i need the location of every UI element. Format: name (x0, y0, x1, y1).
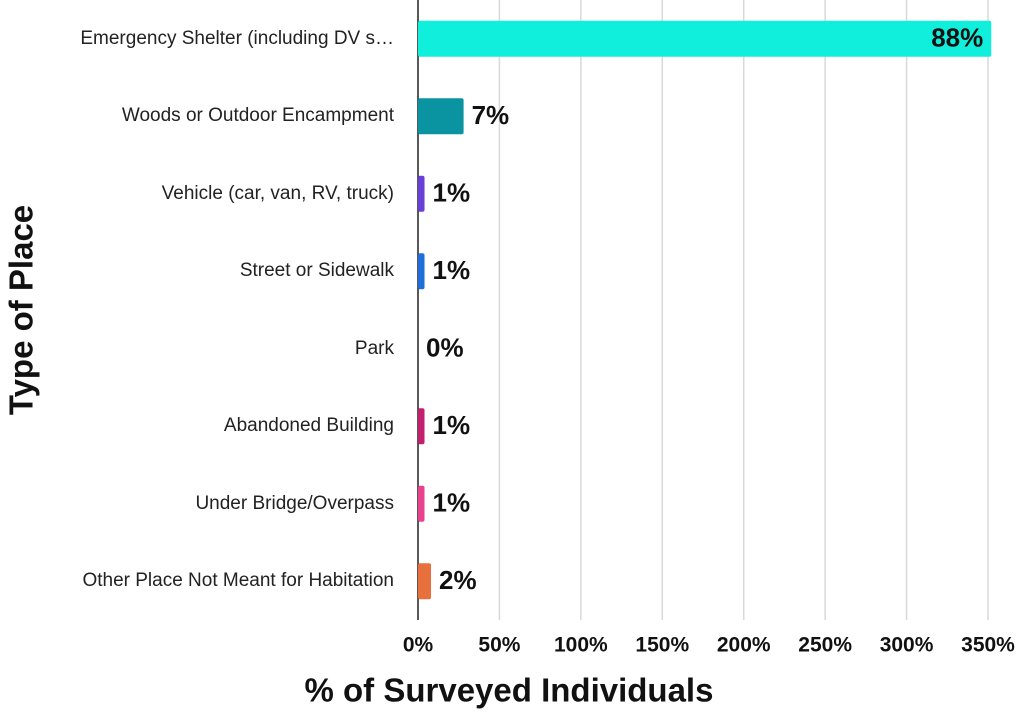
y-tick-label: Emergency Shelter (including DV s… (80, 27, 394, 49)
bar (418, 253, 425, 290)
x-tick-label: 200% (717, 634, 771, 657)
x-tick-label: 100% (554, 634, 608, 657)
y-tick-label: Abandoned Building (223, 415, 394, 437)
bar (418, 175, 425, 212)
value-label: 7% (472, 100, 510, 130)
bar (418, 563, 432, 600)
value-label: 1% (433, 410, 471, 440)
x-tick-label: 0% (403, 634, 434, 657)
x-tick-label: 150% (635, 634, 689, 657)
x-tick-label: 250% (798, 634, 852, 657)
value-label: 1% (433, 488, 471, 518)
x-tick-label: 50% (478, 634, 520, 657)
y-tick-label: Under Bridge/Overpass (195, 492, 394, 514)
bar (418, 485, 425, 522)
y-axis-title: Type of Place (3, 205, 40, 415)
x-tick-label: 300% (880, 634, 934, 657)
y-tick-label: Vehicle (car, van, RV, truck) (161, 182, 394, 204)
y-tick-label: Woods or Outdoor Encampment (121, 105, 394, 127)
bar (418, 408, 425, 445)
y-tick-label: Other Place Not Meant for Habitation (82, 570, 394, 592)
y-tick-label: Street or Sidewalk (239, 260, 394, 282)
value-label: 2% (439, 565, 477, 595)
value-label: 1% (433, 255, 471, 285)
bar (418, 20, 992, 57)
y-tick-label: Park (354, 337, 394, 359)
value-label: 1% (433, 178, 471, 208)
x-tick-label: 350% (961, 634, 1015, 657)
value-label: 88% (931, 23, 983, 53)
x-axis-title: % of Surveyed Individuals (305, 672, 714, 709)
value-label: 0% (426, 333, 464, 363)
bar (418, 98, 464, 135)
